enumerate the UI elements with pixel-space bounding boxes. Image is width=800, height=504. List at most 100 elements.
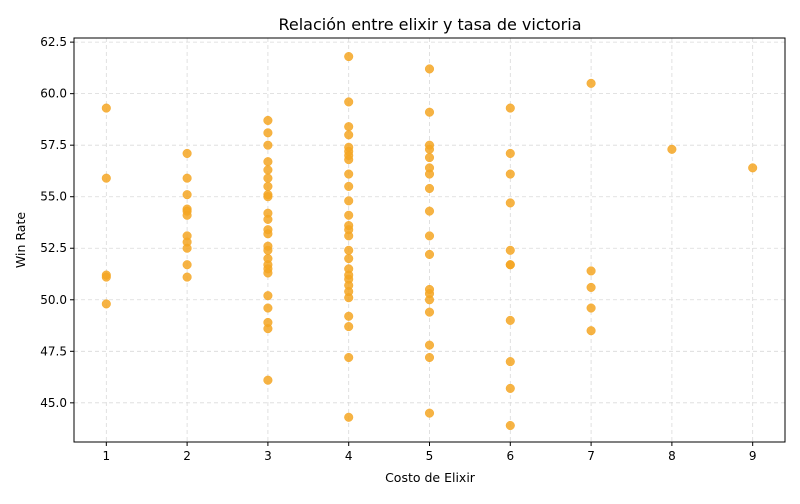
scatter-point (263, 324, 273, 334)
scatter-point (586, 266, 596, 276)
x-tick-label: 3 (264, 449, 272, 463)
scatter-point (344, 412, 354, 422)
scatter-point (505, 245, 515, 255)
y-tick-label: 55.0 (40, 190, 67, 204)
scatter-point (667, 144, 677, 154)
x-tick-label: 1 (102, 449, 110, 463)
scatter-point (182, 190, 192, 200)
scatter-point (344, 293, 354, 303)
x-tick-label: 5 (426, 449, 434, 463)
y-tick-label: 47.5 (40, 344, 67, 358)
scatter-point (263, 181, 273, 191)
scatter-point (424, 307, 435, 317)
x-tick-label: 6 (506, 449, 514, 463)
scatter-point (424, 153, 435, 163)
scatter-point (263, 115, 273, 125)
scatter-point (344, 352, 354, 363)
scatter-point (505, 420, 515, 431)
scatter-point (424, 107, 435, 117)
scatter-point (344, 169, 354, 179)
chart-title: Relación entre elixir y tasa de victoria (278, 15, 581, 34)
scatter-point (424, 249, 435, 259)
scatter-point (424, 408, 435, 418)
scatter-point (505, 260, 515, 270)
scatter-point (101, 272, 111, 282)
scatter-point (505, 357, 515, 367)
scatter-point (586, 78, 596, 88)
scatter-point (586, 282, 596, 292)
y-tick-label: 45.0 (40, 396, 67, 410)
scatter-point (263, 214, 273, 224)
scatter-point (182, 243, 192, 253)
scatter-point (101, 173, 111, 183)
y-tick-label: 62.5 (40, 35, 67, 49)
scatter-point (586, 303, 596, 313)
x-tick-label: 9 (749, 449, 757, 463)
scatter-point (263, 128, 273, 138)
x-tick-label: 8 (668, 449, 676, 463)
scatter-point (748, 163, 758, 173)
scatter-point (424, 295, 435, 305)
scatter-point (344, 245, 354, 255)
scatter-point (101, 299, 111, 309)
scatter-point (424, 183, 435, 194)
y-tick-label: 52.5 (40, 241, 67, 255)
scatter-point (505, 148, 515, 158)
x-axis-label: Costo de Elixir (385, 470, 476, 485)
scatter-point (263, 303, 273, 313)
scatter-point (344, 231, 354, 241)
x-tick-label: 2 (183, 449, 191, 463)
scatter-point (344, 322, 354, 332)
scatter-point (263, 375, 273, 385)
grid-layer (74, 38, 785, 442)
scatter-point (586, 326, 596, 336)
scatter-point (505, 103, 515, 113)
scatter-point (424, 206, 435, 216)
scatter-point (344, 122, 354, 132)
scatter-point (344, 52, 354, 62)
scatter-point (182, 272, 192, 282)
scatter-point (182, 173, 192, 183)
scatter-point (263, 192, 273, 202)
points-layer (101, 52, 758, 431)
scatter-point (344, 196, 354, 206)
scatter-point (424, 169, 435, 179)
scatter-point (505, 315, 515, 325)
scatter-point (505, 169, 515, 179)
scatter-point (182, 148, 192, 158)
scatter-point (424, 231, 435, 241)
scatter-point (263, 268, 273, 278)
scatter-point (424, 144, 435, 154)
scatter-point (344, 254, 354, 264)
scatter-point (263, 140, 273, 150)
scatter-point (424, 352, 435, 363)
scatter-point (263, 173, 273, 183)
scatter-point (424, 64, 435, 74)
scatter-point (344, 311, 354, 321)
scatter-point (505, 198, 515, 208)
y-axis-label: Win Rate (13, 212, 28, 268)
scatter-point (344, 181, 354, 191)
scatter-point (344, 155, 354, 165)
scatter-point (263, 229, 273, 239)
x-tick-label: 4 (345, 449, 353, 463)
scatter-point (263, 245, 273, 255)
scatter-point (344, 97, 354, 107)
scatter-point (182, 260, 192, 270)
scatter-point (263, 157, 273, 167)
scatter-point (424, 340, 435, 350)
scatter-point (182, 210, 192, 220)
ticks-layer: 1 2 3 4 5 6 7 8 9 45.0 47.5 50.0 52.5 55.0 57.5 60.0 62.… (40, 35, 756, 463)
scatter-point (344, 130, 354, 140)
x-tick-label: 7 (587, 449, 595, 463)
y-tick-label: 60.0 (40, 87, 67, 101)
scatter-point (505, 383, 515, 393)
scatter-point (101, 103, 111, 113)
y-tick-label: 50.0 (40, 293, 67, 307)
scatter-point (263, 291, 273, 301)
y-tick-label: 57.5 (40, 138, 67, 152)
scatter-point (344, 210, 354, 220)
scatter-point (263, 165, 273, 175)
